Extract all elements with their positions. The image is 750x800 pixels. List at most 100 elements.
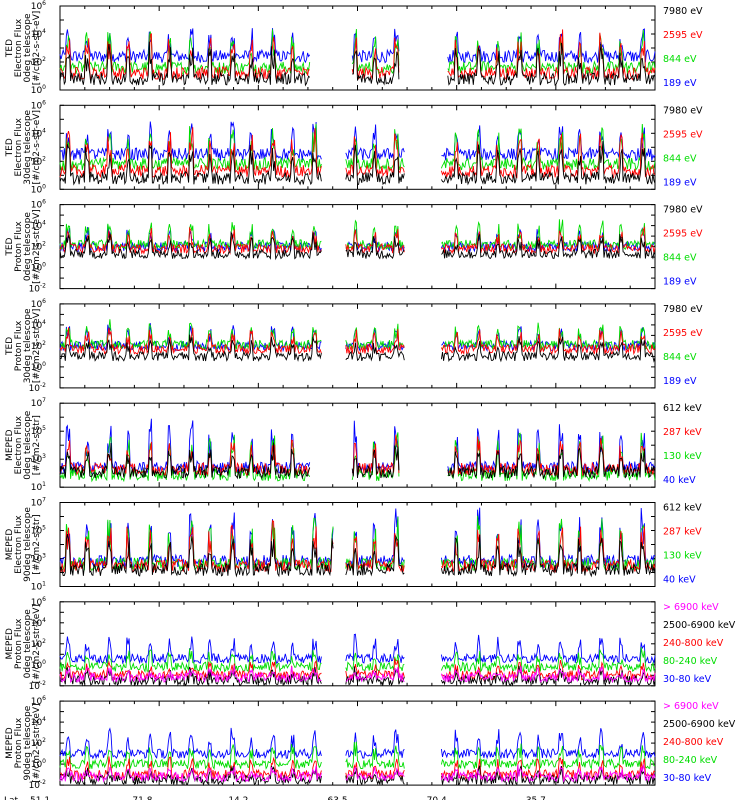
y-axis-label-line: 0deg telescope: [23, 410, 33, 480]
legend-entry: 2595 eV: [663, 30, 703, 41]
axis-tick-lat: -71.8: [129, 796, 153, 800]
y-axis-label-line: TED: [5, 237, 15, 256]
y-axis-label-line: Proton Flux: [14, 221, 24, 272]
legend-entry: 7980 eV: [663, 6, 703, 17]
legend-entry: 844 eV: [663, 352, 697, 363]
y-axis-label-line: [#/cm2-s-str-eV]: [32, 110, 42, 185]
legend-entry: 40 keV: [663, 475, 696, 486]
axis-tick-lat: 63.5: [328, 796, 348, 800]
legend-entry: 80-240 keV: [663, 656, 718, 667]
series-trace: [59, 534, 656, 578]
y-axis-label-line: TED: [5, 39, 15, 58]
y-axis-label-line: Proton Flux: [14, 618, 24, 669]
series-trace: [59, 665, 656, 687]
y-axis-label-line: Electron Flux: [14, 18, 24, 77]
y-axis-label-line: 30deg telescope: [23, 308, 33, 383]
series-trace: [59, 727, 656, 760]
axis-tick-lat: 70.4: [427, 796, 447, 800]
legend-entry: 189 eV: [663, 177, 697, 188]
legend-entry: 844 eV: [663, 153, 697, 164]
legend-entry: 612 keV: [663, 503, 702, 514]
y-axis-label-line: MEPED: [5, 529, 15, 561]
y-axis-label-line: [#/cm2-s-str]: [32, 514, 42, 574]
series-trace: [59, 140, 656, 186]
axis-tick-lat: 35.7: [526, 796, 546, 800]
y-tick-label: 106: [31, 298, 46, 310]
y-axis-label-line: 0deg telescope: [23, 13, 33, 83]
legend-entry: 2595 eV: [663, 229, 703, 240]
y-axis-label-line: [#/cm2-s-str-keV]: [32, 604, 42, 683]
y-tick-label: 101: [31, 581, 46, 593]
y-tick-label: 101: [31, 481, 46, 493]
y-axis-label-line: [#/cm2-s-str]: [32, 415, 42, 475]
y-axis-label-line: MEPED: [5, 429, 15, 461]
axis-row-label: Lat: [4, 796, 19, 800]
y-axis-label: TED Proton Flux 0deg telescope [#/cm2-s-str…: [5, 209, 42, 284]
y-axis-label: MEPED Electron Flux 0deg telescope [#/cm2-s…: [5, 410, 42, 480]
y-axis-label-line: [#/cm2-s-str-eV]: [32, 11, 42, 86]
legend-entry: 240-800 keV: [663, 737, 724, 748]
legend-entry: 612 keV: [663, 403, 702, 414]
series-trace: [59, 41, 656, 87]
y-axis-label: MEPED Electron Flux 90deg telescope [#/cm2-…: [5, 507, 42, 582]
series-trace: [59, 231, 656, 261]
series-trace: [59, 647, 656, 674]
y-tick-label: 106: [31, 199, 46, 211]
y-axis-label: TED Proton Flux 30deg telescope [#/cm2-s-st…: [5, 308, 42, 383]
y-axis-label: TED Electron Flux 30deg telescope [#/cm2-s-…: [5, 109, 42, 184]
series-trace: [59, 442, 656, 480]
legend-entry: > 6900 keV: [663, 701, 719, 712]
y-tick-label: 107: [31, 497, 46, 509]
time-axis-annotations: LatMLThhmm202551.110.50000Apr 16-71.85.8…: [4, 796, 546, 800]
y-axis-label: MEPED Proton Flux 0deg telescope [#/cm2-s-s…: [5, 604, 42, 683]
y-axis-label-line: 90deg telescope: [23, 705, 33, 780]
legend-entry: 130 keV: [663, 451, 702, 462]
legend-entry: 189 eV: [663, 376, 697, 387]
legend-entry: 40 keV: [663, 575, 696, 586]
y-axis-label-line: TED: [5, 138, 15, 157]
series-trace: [59, 665, 656, 684]
y-axis-label-line: [#/cm2-s-str-eV]: [32, 209, 42, 284]
legend-entry: 30-80 keV: [663, 773, 712, 784]
y-tick-label: 106: [31, 0, 46, 12]
y-axis-label-line: 0deg telescope: [23, 212, 33, 282]
y-axis-label-line: Proton Flux: [14, 320, 24, 371]
y-axis-label: TED Electron Flux 0deg telescope [#/cm2-s-s…: [5, 11, 42, 86]
legend-entry: 7980 eV: [663, 205, 703, 216]
y-axis-label-line: [#/cm2-s-str-eV]: [32, 309, 42, 384]
legend-entry: 30-80 keV: [663, 674, 712, 685]
legend-entry: 189 eV: [663, 277, 697, 288]
y-axis-label-line: MEPED: [5, 628, 15, 660]
legend-entry: 287 keV: [663, 427, 702, 438]
legend-entry: 287 keV: [663, 527, 702, 538]
y-axis-label-line: [#/cm2-s-str-keV]: [32, 703, 42, 782]
legend-entry: 240-800 keV: [663, 638, 724, 649]
y-axis-label-line: Electron Flux: [14, 117, 24, 176]
legend-entry: 844 eV: [663, 54, 697, 65]
y-axis-label-line: Electron Flux: [14, 515, 24, 574]
legend-entry: 7980 eV: [663, 304, 703, 315]
legend-entry: 189 eV: [663, 78, 697, 89]
legend-entry: 2500-6900 keV: [663, 620, 736, 631]
axis-tick-lat: 14.2: [228, 796, 248, 800]
axis-tick-lat: 51.1: [30, 796, 50, 800]
legend-entry: 2595 eV: [663, 328, 703, 339]
series-trace: [59, 334, 656, 363]
legend-entry: 80-240 keV: [663, 755, 718, 766]
legend-entry: 844 eV: [663, 253, 697, 264]
y-axis-label-line: 90deg telescope: [23, 507, 33, 582]
series-trace: [59, 741, 656, 770]
y-axis-label-line: 0deg telescope: [23, 609, 33, 679]
y-axis-label: MEPED Proton Flux 90deg telescope [#/cm2-s-…: [5, 703, 42, 782]
series-trace: [59, 764, 656, 784]
legend-entry: 2595 eV: [663, 129, 703, 140]
series-trace: [59, 633, 656, 665]
legend-entry: 2500-6900 keV: [663, 719, 736, 730]
